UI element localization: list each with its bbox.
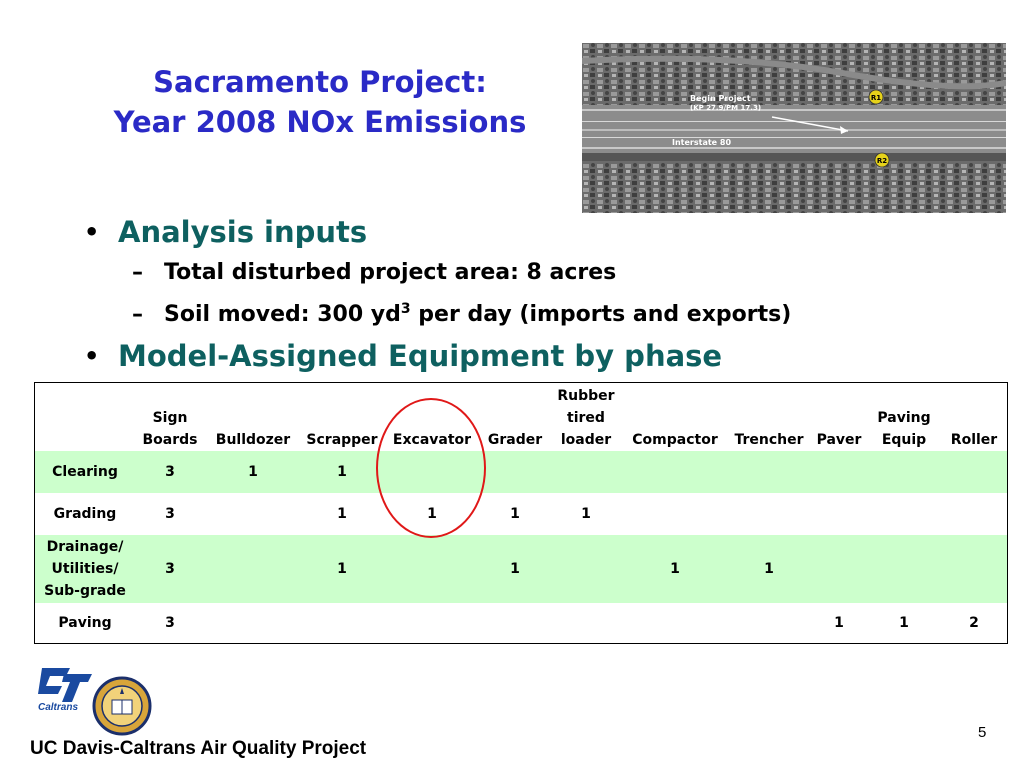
table-cell: [383, 535, 481, 603]
table-cell: 3: [165, 615, 175, 631]
aerial-label-begin: Begin Project: [690, 94, 751, 103]
table-cell: 1: [899, 615, 909, 631]
table-cell: 1: [337, 506, 347, 522]
table-cell: 1: [510, 506, 520, 522]
header-cell: Excavator: [392, 432, 472, 448]
table-cell: [383, 451, 481, 493]
marker-r2-icon: [874, 152, 890, 168]
footer-org: UC Davis-Caltrans Air Quality Project: [30, 738, 367, 759]
aerial-photo-graphic: Begin Project (KP 27.9/PM 17.3) Intersta…: [582, 43, 1006, 213]
phase-cell: Drainage/ Utilities/ Sub-grade: [35, 535, 135, 603]
table-cell: [941, 535, 1007, 603]
equipment-table-grid: Sign Boards Bulldozer Scrapper Excavator…: [35, 383, 1007, 643]
table-cell: [549, 603, 623, 643]
phase-cell: Paving: [58, 615, 112, 631]
table-cell: [941, 451, 1007, 493]
table-cell: [811, 493, 867, 535]
soil-text-suffix: per day (imports and exports): [410, 302, 792, 327]
table-cell: 1: [427, 506, 437, 522]
marker-r1-icon: [868, 89, 884, 105]
table-cell: 2: [969, 615, 979, 631]
table-cell: [623, 493, 727, 535]
table-cell: [481, 451, 549, 493]
table-cell: [727, 493, 811, 535]
aerial-label-highway: Interstate 80: [672, 138, 731, 147]
table-row: Grading 3 1 1 1 1: [35, 493, 1007, 535]
table-cell: [205, 493, 301, 535]
table-header-row: Sign Boards Bulldozer Scrapper Excavator…: [35, 383, 1007, 451]
table-cell: 3: [135, 451, 205, 493]
table-cell: 1: [481, 535, 549, 603]
aerial-label-begin-km: (KP 27.9/PM 17.3): [690, 104, 761, 112]
table-row: Clearing 3 1 1: [35, 451, 1007, 493]
table-cell: [301, 603, 383, 643]
table-cell: [549, 535, 623, 603]
table-cell: [205, 603, 301, 643]
soil-text-prefix: Soil moved: 300 yd: [164, 302, 401, 327]
table-cell: [623, 451, 727, 493]
table-row: Drainage/ Utilities/ Sub-grade 3 1 1 1 1: [35, 535, 1007, 603]
header-cell: Sign Boards: [142, 410, 198, 448]
table-cell: [811, 451, 867, 493]
phase-cell: Clearing: [35, 451, 135, 493]
table-cell: 1: [301, 535, 383, 603]
caltrans-logo-text: Caltrans: [38, 702, 78, 713]
header-cell: Trencher: [734, 432, 804, 448]
header-cell: Grader: [487, 432, 543, 448]
header-cell: Scrapper: [306, 432, 378, 448]
table-row: Paving 3 1 1 2: [35, 603, 1007, 643]
table-cell: [941, 493, 1007, 535]
marker-r2-label: R2: [877, 157, 887, 165]
caltrans-logo-icon: Caltrans: [38, 668, 92, 713]
slide-title-line2: Year 2008 NOx Emissions: [113, 105, 527, 139]
table-cell: 1: [623, 535, 727, 603]
bullet-list: Analysis inputs Total disturbed project …: [80, 212, 1000, 376]
header-cell: Rubber tired loader: [557, 388, 615, 448]
table-cell: [481, 603, 549, 643]
table-cell: 1: [301, 451, 383, 493]
equipment-table: Sign Boards Bulldozer Scrapper Excavator…: [34, 382, 1008, 644]
logo-group: Caltrans: [34, 658, 164, 738]
aerial-photo: Begin Project (KP 27.9/PM 17.3) Intersta…: [582, 43, 1006, 213]
header-cell: Roller: [950, 432, 998, 448]
header-cell: Paver: [816, 432, 862, 448]
table-cell: [811, 535, 867, 603]
table-cell: [867, 493, 941, 535]
header-cell: Compactor: [632, 432, 718, 448]
table-cell: 3: [135, 535, 205, 603]
table-cell: [549, 451, 623, 493]
marker-r1-label: R1: [871, 94, 881, 102]
bullet-project-area: Total disturbed project area: 8 acres: [80, 252, 1000, 294]
bullet-analysis-inputs: Analysis inputs: [80, 212, 1000, 252]
header-cell: [35, 383, 135, 451]
slide-title: Sacramento Project: Year 2008 NOx Emissi…: [60, 62, 580, 142]
table-cell: [727, 451, 811, 493]
slide-title-line1: Sacramento Project:: [153, 65, 487, 99]
table-cell: 1: [834, 615, 844, 631]
bullet-equipment-by-phase: Model-Assigned Equipment by phase: [80, 336, 1000, 376]
table-cell: 1: [205, 451, 301, 493]
table-cell: [867, 535, 941, 603]
phase-cell: Grading: [53, 506, 117, 522]
table-cell: 1: [727, 535, 811, 603]
table-cell: [727, 603, 811, 643]
uc-seal-icon: [92, 676, 152, 736]
table-cell: [383, 603, 481, 643]
table-cell: [623, 603, 727, 643]
soil-text-superscript: 3: [400, 301, 411, 317]
table-cell: 1: [581, 506, 591, 522]
table-cell: [867, 451, 941, 493]
table-cell: 3: [165, 506, 175, 522]
table-cell: [205, 535, 301, 603]
page-number: 5: [978, 724, 987, 741]
bullet-soil-moved: Soil moved: 300 yd3 per day (imports and…: [80, 294, 1000, 336]
header-cell: Paving Equip: [877, 410, 931, 448]
header-cell: Bulldozer: [215, 432, 291, 448]
